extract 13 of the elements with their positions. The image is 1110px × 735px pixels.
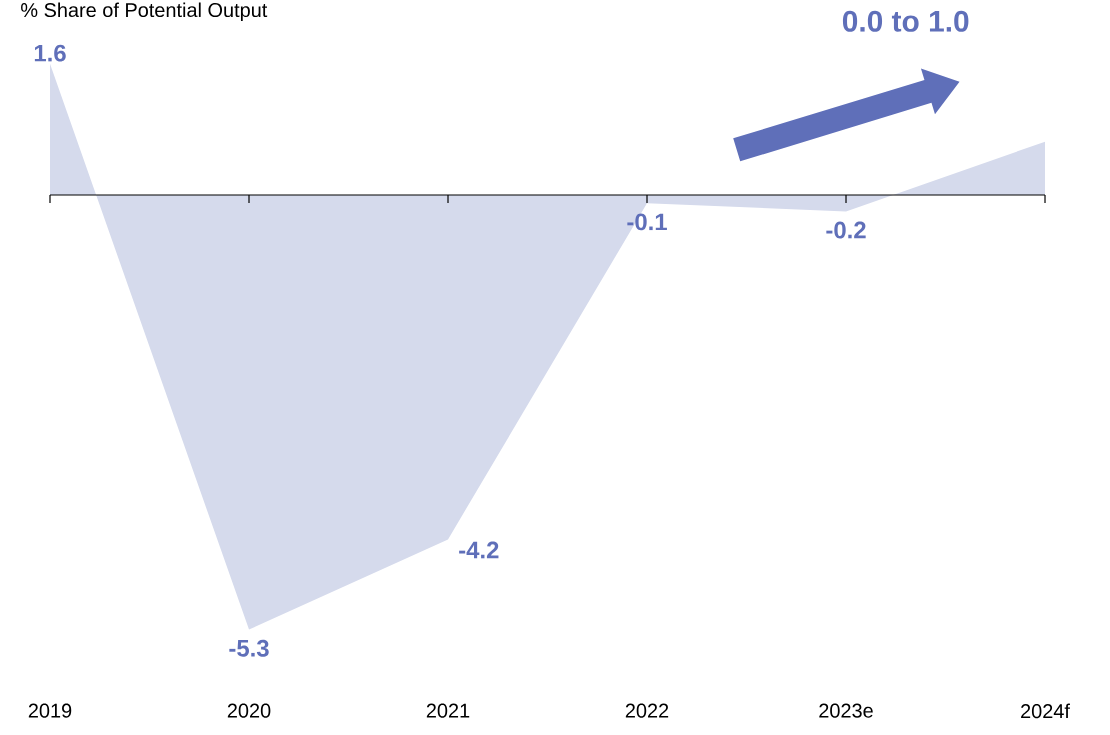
data-label: 1.6 [34,44,66,62]
x-tick-label: 2024f [1021,703,1070,719]
x-tick-label: 2023e [819,703,873,718]
data-label: -4.2 [459,541,499,559]
text: 0.0 to 1.0 [842,10,969,32]
x-tick-label: 2020 [227,703,271,718]
x-tick-label: 2022 [625,703,669,718]
data-label: -0.1 [627,213,667,231]
x-tick-label: 2021 [426,703,470,718]
data-label: -0.2 [826,221,866,239]
x-tick-label: 2019 [28,703,72,718]
data-label: -5.3 [229,639,269,657]
chart-title: % Share of Potential Output [21,2,268,22]
